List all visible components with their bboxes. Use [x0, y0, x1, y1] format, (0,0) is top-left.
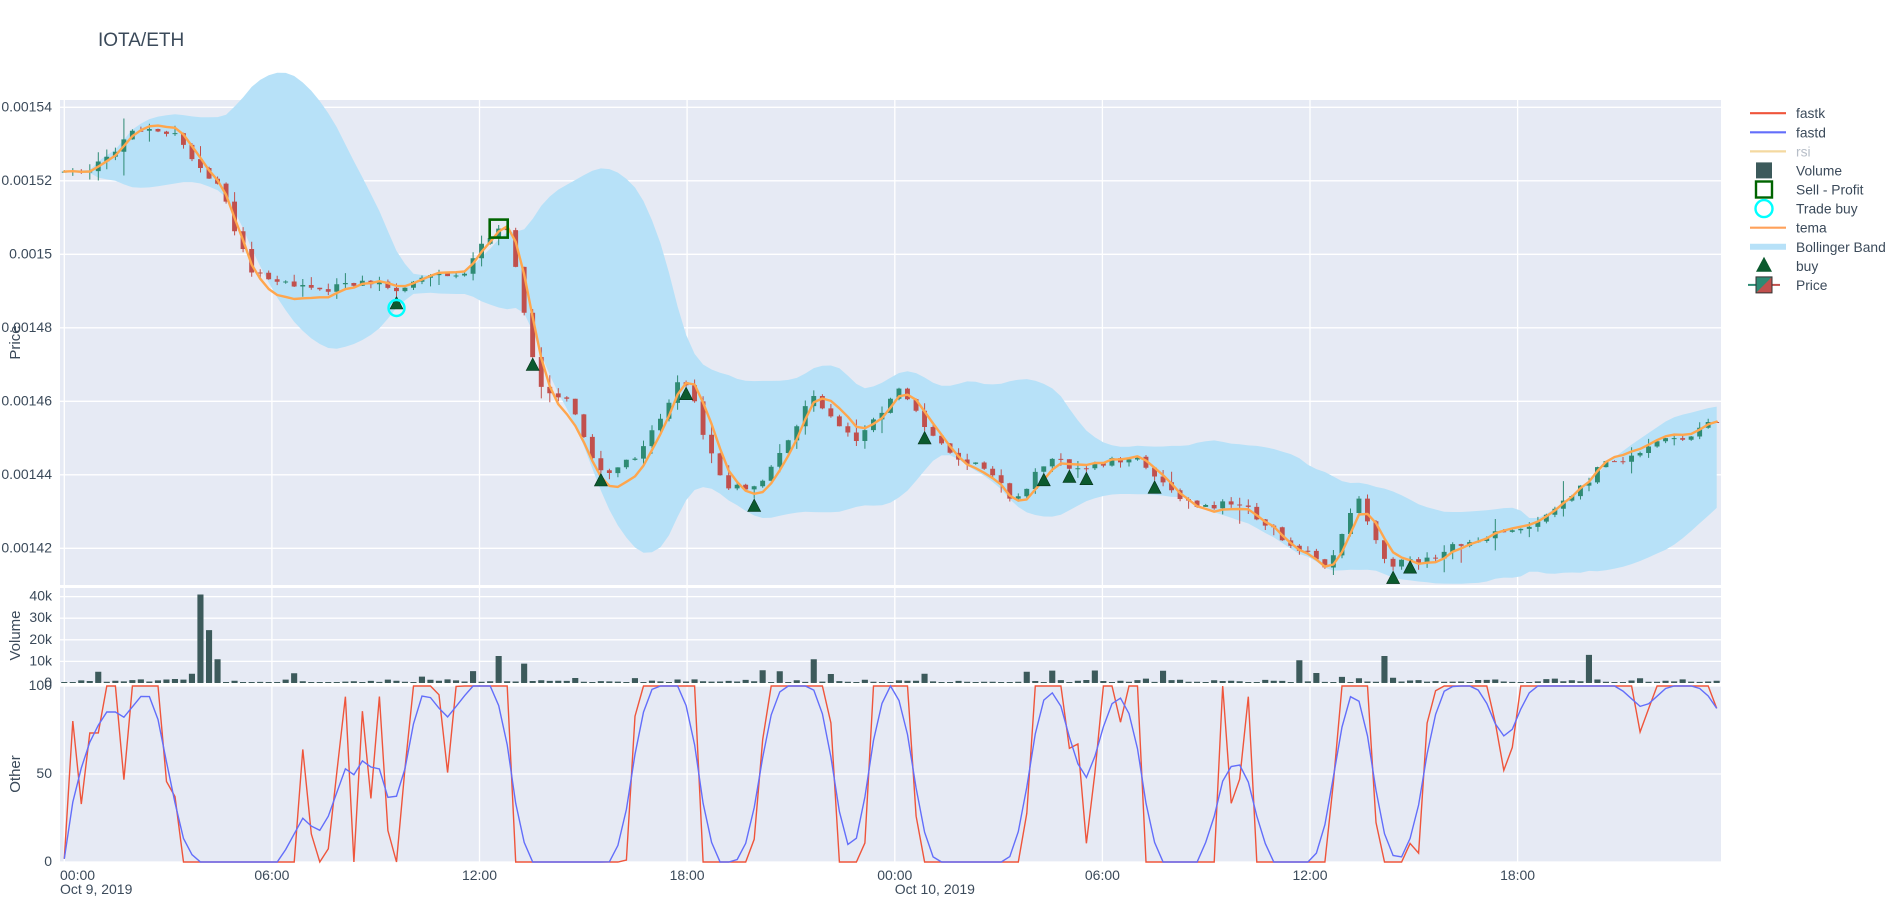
- svg-text:100: 100: [29, 677, 53, 693]
- svg-text:Other: Other: [7, 755, 24, 793]
- svg-text:tema: tema: [1796, 221, 1827, 236]
- svg-text:0: 0: [44, 853, 52, 869]
- svg-text:rsi: rsi: [1796, 144, 1811, 159]
- svg-text:50: 50: [36, 765, 52, 781]
- svg-text:06:00: 06:00: [254, 867, 289, 883]
- svg-text:Oct 9, 2019: Oct 9, 2019: [60, 881, 133, 897]
- svg-text:0.00154: 0.00154: [1, 98, 52, 114]
- svg-text:18:00: 18:00: [670, 867, 705, 883]
- svg-text:0.00142: 0.00142: [1, 539, 52, 555]
- svg-text:10k: 10k: [29, 652, 53, 668]
- svg-text:40k: 40k: [29, 588, 53, 604]
- svg-text:fastd: fastd: [1796, 125, 1826, 140]
- svg-text:buy: buy: [1796, 259, 1818, 274]
- svg-text:0.00144: 0.00144: [1, 466, 52, 482]
- svg-text:06:00: 06:00: [1085, 867, 1120, 883]
- svg-text:0.00152: 0.00152: [1, 172, 52, 188]
- svg-text:30k: 30k: [29, 609, 53, 625]
- svg-text:0.0015: 0.0015: [9, 245, 52, 261]
- svg-text:Volume: Volume: [7, 610, 24, 660]
- svg-text:Trade buy: Trade buy: [1796, 202, 1858, 217]
- svg-text:fastk: fastk: [1796, 106, 1825, 121]
- svg-text:12:00: 12:00: [1292, 867, 1327, 883]
- svg-text:0.00146: 0.00146: [1, 392, 52, 408]
- svg-text:Oct 10, 2019: Oct 10, 2019: [895, 881, 975, 897]
- svg-text:12:00: 12:00: [462, 867, 497, 883]
- svg-text:Bollinger Band: Bollinger Band: [1796, 240, 1886, 255]
- svg-text:Price: Price: [7, 325, 24, 359]
- svg-text:Sell - Profit: Sell - Profit: [1796, 183, 1864, 198]
- svg-text:Price: Price: [1796, 278, 1828, 293]
- svg-text:Volume: Volume: [1796, 163, 1842, 178]
- svg-text:18:00: 18:00: [1500, 867, 1535, 883]
- svg-text:20k: 20k: [29, 631, 53, 647]
